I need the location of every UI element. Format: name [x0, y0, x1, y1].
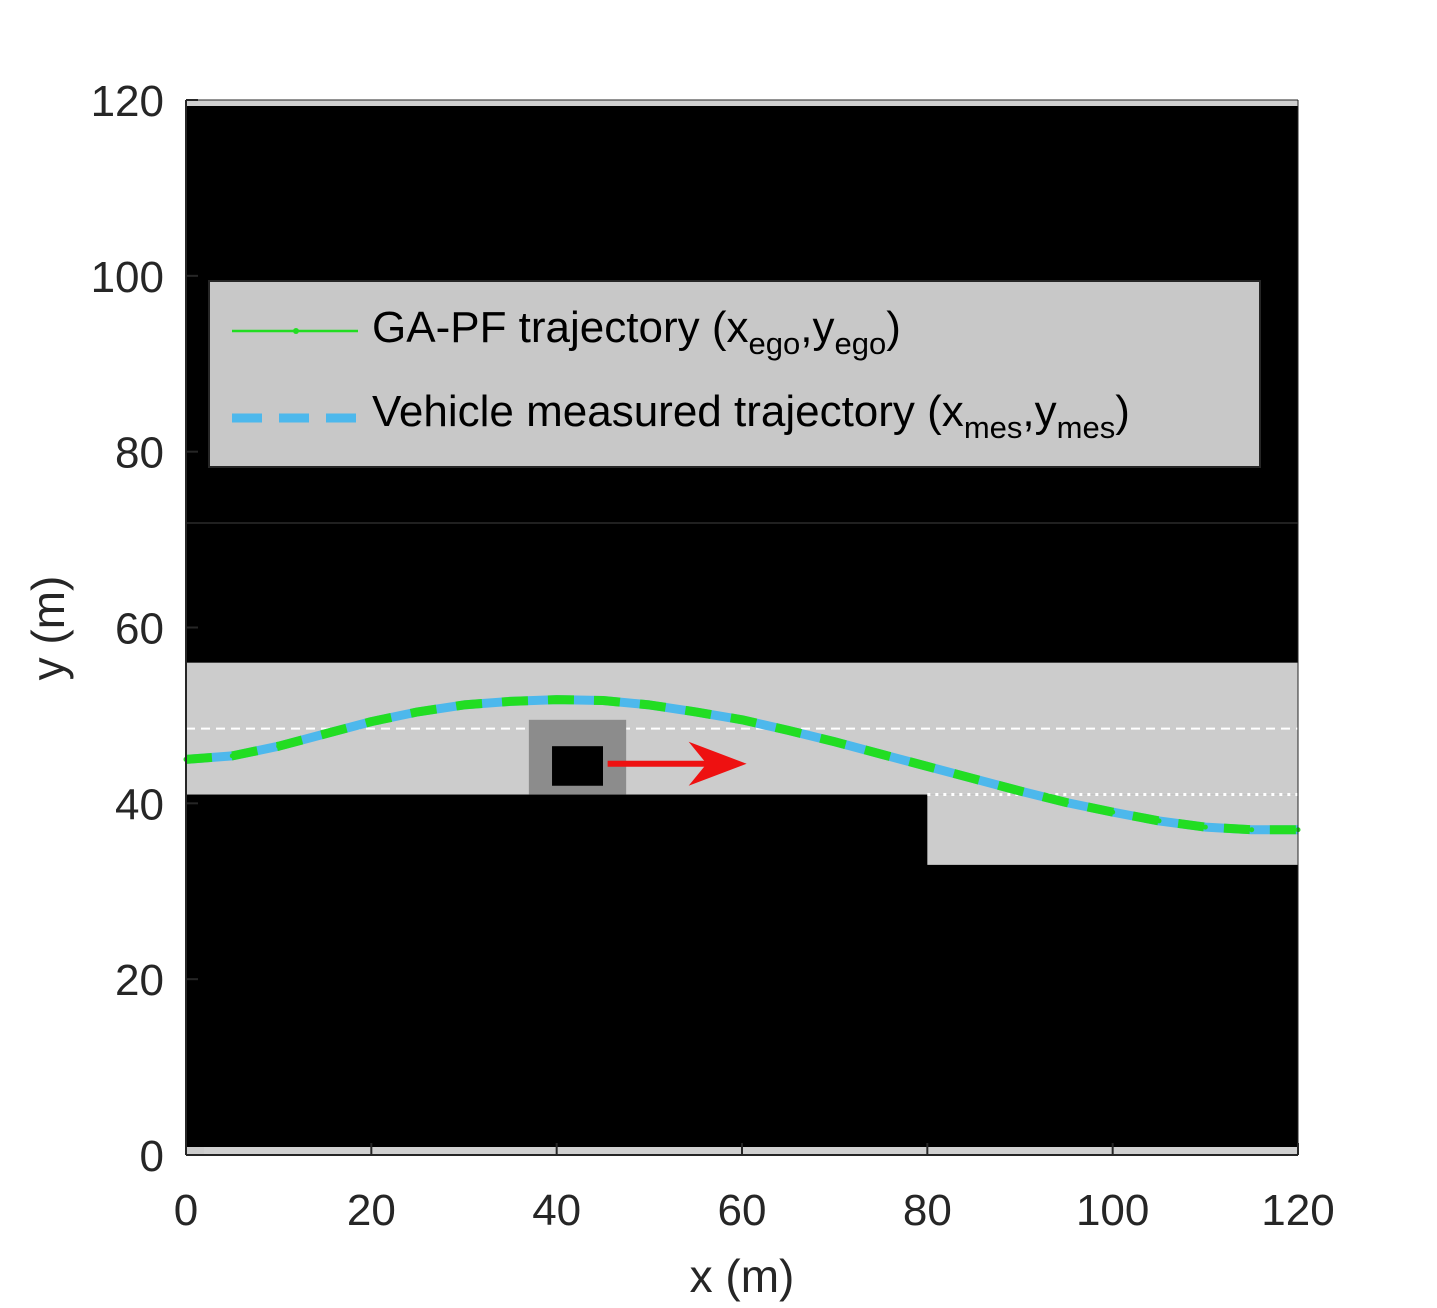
legend-item-measured: Vehicle measured trajectory (xmes,ymes): [232, 387, 1130, 445]
legend-label-measured-sub2: mes: [1057, 410, 1116, 445]
ga-pf-point: [322, 731, 328, 737]
ga-pf-point: [507, 698, 513, 704]
velocity-arrow: [607, 741, 747, 786]
y-tick-label: 20: [115, 956, 164, 1005]
y-tick-label: 100: [91, 253, 164, 302]
ga-pf-point: [600, 697, 606, 703]
legend-label-measured-end: ): [1115, 387, 1130, 436]
legend-item-ga-pf: GA-PF trajectory (xego,yego): [232, 303, 901, 361]
ga-pf-point: [1063, 799, 1069, 805]
y-tick-label: 40: [115, 780, 164, 829]
ga-pf-point: [276, 743, 282, 749]
legend-label-ga-pf: GA-PF trajectory (xego,yego): [372, 303, 901, 361]
x-tick-label: 80: [903, 1186, 952, 1235]
series-layer: [183, 695, 1301, 835]
bottom-border-strip: [204, 1147, 1298, 1155]
legend-label-measured-sub1: mes: [964, 410, 1023, 445]
ga-pf-point: [878, 751, 884, 757]
legend-box: [208, 280, 1261, 468]
x-tick-label: 0: [174, 1186, 198, 1235]
top-border-strip: [186, 100, 1298, 106]
ga-pf-point: [461, 702, 467, 708]
x-axis-label: x (m): [690, 1250, 795, 1302]
x-tick-label: 20: [347, 1186, 396, 1235]
legend-label-measured-main: Vehicle measured trajectory (x: [372, 387, 964, 436]
obstacle-vehicle: [552, 746, 603, 786]
off-road-area: [186, 106, 1298, 1147]
y-axis-label: y (m): [22, 576, 74, 681]
ga-pf-point: [1156, 818, 1162, 824]
ga-pf-point: [646, 702, 652, 708]
ga-pf-point: [924, 763, 930, 769]
x-tick-label: 60: [718, 1186, 767, 1235]
ga-pf-point: [368, 719, 374, 725]
y-tick-label: 80: [115, 429, 164, 478]
legend-label-ga-pf-main: GA-PF trajectory (x: [372, 303, 749, 352]
ga-pf-point: [971, 776, 977, 782]
y-tick-label: 60: [115, 605, 164, 654]
plot-area: [183, 100, 1301, 1155]
ga-pf-point: [1202, 824, 1208, 830]
velocity-arrow-head: [688, 741, 747, 786]
ga-pf-point: [229, 753, 235, 759]
ga-pf-point: [1017, 788, 1023, 794]
ga-pf-point: [554, 697, 560, 703]
legend-label-measured-mid: ,y: [1022, 387, 1056, 436]
legend-label-measured: Vehicle measured trajectory (xmes,ymes): [372, 387, 1130, 445]
x-ticks: 0 20 40 60 80 100 120: [174, 1143, 1335, 1235]
axes: 0 20 40 60 80 100 120 0 20 40 60 80 100 120: [91, 77, 1335, 1235]
legend-label-ga-pf-sub2: ego: [834, 326, 886, 361]
legend-label-ga-pf-mid: ,y: [800, 303, 834, 352]
ga-pf-point: [693, 709, 699, 715]
ga-pf-point: [1249, 827, 1255, 833]
x-tick-label: 40: [532, 1186, 581, 1235]
legend-marker-ga-pf: [293, 328, 299, 334]
x-tick-label: 100: [1076, 1186, 1149, 1235]
x-tick-label: 120: [1261, 1186, 1334, 1235]
ga-pf-point: [415, 709, 421, 715]
ga-pf-point: [1110, 809, 1116, 815]
legend: GA-PF trajectory (xego,yego) Vehicle mea…: [208, 280, 1261, 468]
y-ticks: 0 20 40 60 80 100 120: [91, 77, 198, 1181]
legend-label-ga-pf-sub1: ego: [749, 326, 801, 361]
ga-pf-point: [739, 717, 745, 723]
y-tick-label: 120: [91, 77, 164, 126]
ga-pf-point: [832, 739, 838, 745]
y-tick-label: 0: [140, 1132, 164, 1181]
legend-label-ga-pf-end: ): [886, 303, 901, 352]
ga-pf-point: [785, 727, 791, 733]
